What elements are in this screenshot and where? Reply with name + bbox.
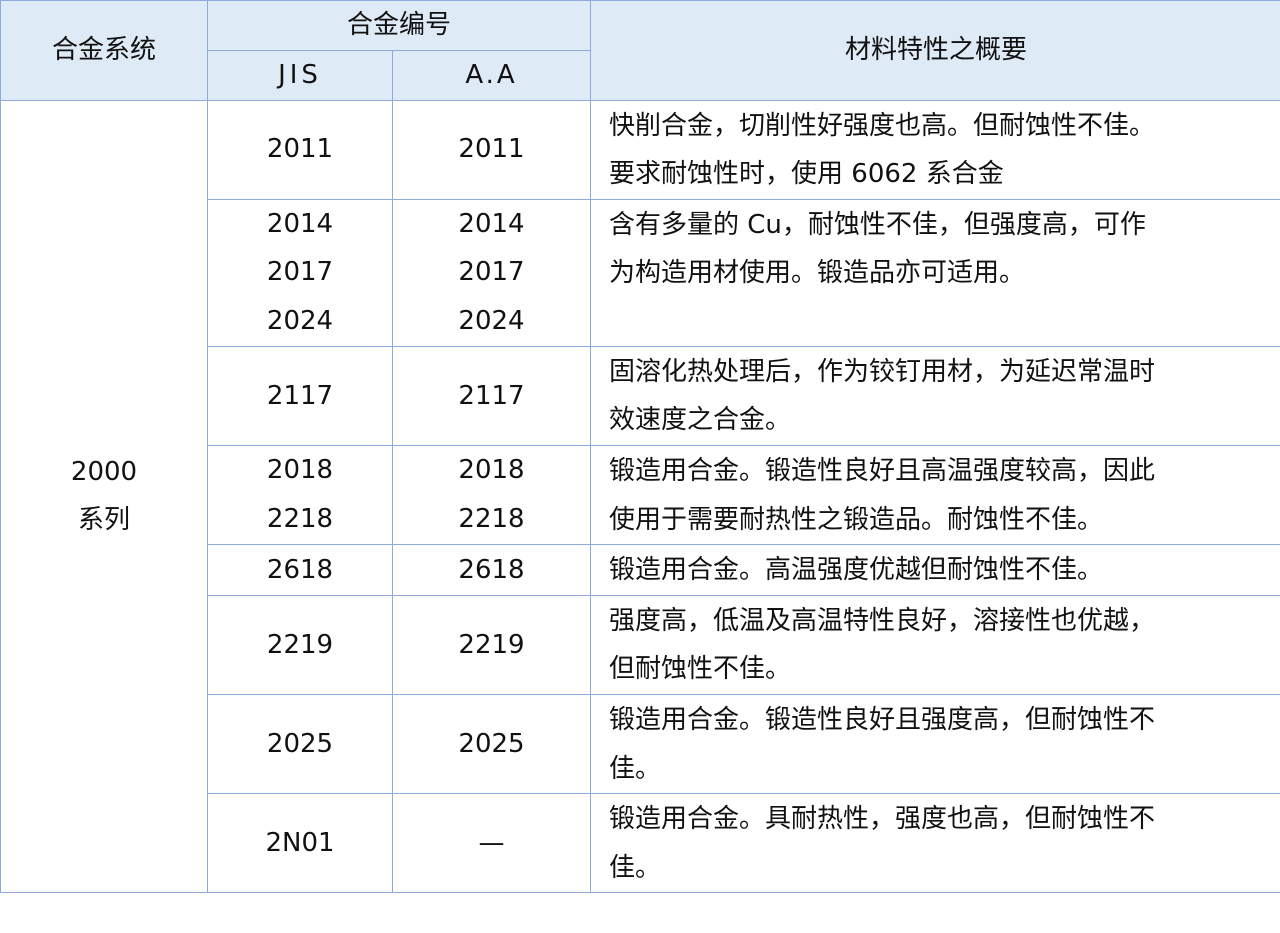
jis-cell-line: 2011 <box>266 134 334 165</box>
header-properties: 材料特性之概要 <box>590 0 1280 101</box>
aa-cell-line: 2218 <box>458 504 525 535</box>
description-cell-line: 快削合金，切削性好强度也高。但耐蚀性不佳。 <box>609 110 1156 141</box>
description-cell-line: 固溶化热处理后，作为铰钉用材，为延迟常温时 <box>609 356 1156 387</box>
aa-cell: 2117 <box>391 345 592 446</box>
description-cell: 固溶化热处理后，作为铰钉用材，为延迟常温时 效速度之合金。 <box>590 345 1280 446</box>
series-label: 2000 <box>70 456 138 487</box>
series-label: 系列 <box>77 505 130 536</box>
jis-cell-line: 2024 <box>266 306 334 337</box>
aa-cell: 2618 <box>391 544 592 596</box>
aa-cell: 2018 2218 <box>391 444 592 546</box>
jis-cell-line: 2014 <box>266 208 334 239</box>
description-cell-line: 锻造用合金。高温强度优越但耐蚀性不佳。 <box>609 555 1104 586</box>
jis-cell-line: 2219 <box>266 629 334 660</box>
jis-cell: 2018 2218 <box>207 444 393 546</box>
aa-cell-line: 2024 <box>458 306 525 337</box>
description-cell-line: 为构造用材使用。锻造品亦可适用。 <box>609 258 1026 289</box>
alloy-table: 合金系统 合金编号 材料特性之概要 JIS A.A 2000 系列 2011 2011… <box>0 0 1280 894</box>
table-row: 2219 2219 强度高，低温及高温特性良好，溶接性也优越， 但耐蚀性不佳。 <box>1 594 1280 695</box>
description-cell: 锻造用合金。锻造性良好且强度高，但耐蚀性不 佳。 <box>590 693 1280 795</box>
table-row: 2618 2618 锻造用合金。高温强度优越但耐蚀性不佳。 <box>1 544 1280 596</box>
aa-cell: 2219 <box>391 594 592 695</box>
table-row: 2000 系列 2011 2011 快削合金，切削性好强度也高。但耐蚀性不佳。 要求耐蚀性… <box>0 99 1280 894</box>
description-cell-line: 要求耐蚀性时，使用 6062 系合金 <box>609 159 1004 190</box>
table-row: 2117 2117 固溶化热处理后，作为铰钉用材，为延迟常温时 效速度之合金。 <box>1 345 1280 446</box>
aa-cell-line: 2011 <box>458 134 525 165</box>
jis-cell: 2N01 <box>207 793 393 894</box>
jis-cell-line: 2618 <box>266 554 334 585</box>
jis-cell: 2219 <box>207 594 393 695</box>
header-aa: A.A <box>391 50 592 101</box>
description-cell-line: 佳。 <box>609 852 662 883</box>
table-row: 2025 2025 锻造用合金。锻造性良好且强度高，但耐蚀性不 佳。 <box>1 693 1280 795</box>
table-row: 2N01 — 锻造用合金。具耐热性，强度也高，但耐蚀性不 佳。 <box>1 793 1280 894</box>
jis-cell: 2014 2017 2024 <box>207 198 393 347</box>
header-alloy-system: 合金系统 <box>0 0 208 101</box>
jis-cell-line: 2N01 <box>265 827 335 858</box>
aa-cell-line: 2219 <box>458 629 525 660</box>
description-cell: 强度高，低温及高温特性良好，溶接性也优越， 但耐蚀性不佳。 <box>590 594 1280 695</box>
description-cell: 锻造用合金。具耐热性，强度也高，但耐蚀性不 佳。 <box>590 793 1280 894</box>
jis-cell-line: 2218 <box>266 504 334 535</box>
aa-cell-line: 2025 <box>458 728 525 759</box>
description-cell: 含有多量的 Cu，耐蚀性不佳，但强度高，可作 为构造用材使用。锻造品亦可适用。 <box>590 198 1280 347</box>
aa-cell-line: 2018 <box>458 455 525 486</box>
jis-cell-line: 2017 <box>266 257 334 288</box>
aa-cell: — <box>391 793 592 894</box>
jis-cell-line: 2025 <box>266 728 334 759</box>
aa-cell-line: 2117 <box>458 380 525 411</box>
header-alloy-number: 合金编号 <box>206 0 592 51</box>
aa-cell-line: 2017 <box>458 257 525 288</box>
jis-cell: 2117 <box>207 345 393 446</box>
description-cell-line: 锻造用合金。锻造性良好且强度高，但耐蚀性不 <box>609 704 1156 735</box>
aa-cell: 2014 2017 2024 <box>391 198 592 347</box>
series-cell: 2000 系列 <box>0 99 208 894</box>
description-cell-line: 锻造用合金。锻造性良好且高温强度较高，因此 <box>609 455 1156 486</box>
jis-cell-line: 2018 <box>266 455 334 486</box>
description-cell-line: 但耐蚀性不佳。 <box>609 654 792 685</box>
aa-cell-line: 2618 <box>458 554 525 585</box>
jis-cell: 2618 <box>207 544 393 596</box>
description-cell-line: 使用于需要耐热性之锻造品。耐蚀性不佳。 <box>609 504 1104 535</box>
description-cell-line: 含有多量的 Cu，耐蚀性不佳，但强度高，可作 <box>609 209 1146 240</box>
aa-cell-line: 2014 <box>458 208 525 239</box>
description-cell: 快削合金，切削性好强度也高。但耐蚀性不佳。 要求耐蚀性时，使用 6062 系合金 <box>590 99 1280 200</box>
table-row: 2018 2218 2018 2218 锻造用合金。锻造性良好且高温强度较高，因此 使用于… <box>1 444 1280 546</box>
description-cell: 锻造用合金。高温强度优越但耐蚀性不佳。 <box>590 544 1280 596</box>
jis-cell-line: 2117 <box>266 380 334 411</box>
table-row: 2014 2017 2024 2014 2017 2024 含有多量的 Cu，耐蚀性不佳，但… <box>1 198 1280 347</box>
header-jis: JIS <box>207 50 393 101</box>
aa-cell: 2011 <box>391 99 592 200</box>
description-cell-line: 锻造用合金。具耐热性，强度也高，但耐蚀性不 <box>609 804 1156 835</box>
jis-cell: 2025 <box>207 693 393 795</box>
aa-cell: 2025 <box>391 693 592 795</box>
description-cell: 锻造用合金。锻造性良好且高温强度较高，因此 使用于需要耐热性之锻造品。耐蚀性不佳。 <box>590 444 1280 546</box>
aa-cell-line: — <box>478 827 505 858</box>
description-cell-line: 强度高，低温及高温特性良好，溶接性也优越， <box>609 605 1156 636</box>
description-cell-line: 效速度之合金。 <box>609 405 792 436</box>
jis-cell: 2011 <box>207 99 393 200</box>
description-cell-line: 佳。 <box>609 753 662 784</box>
